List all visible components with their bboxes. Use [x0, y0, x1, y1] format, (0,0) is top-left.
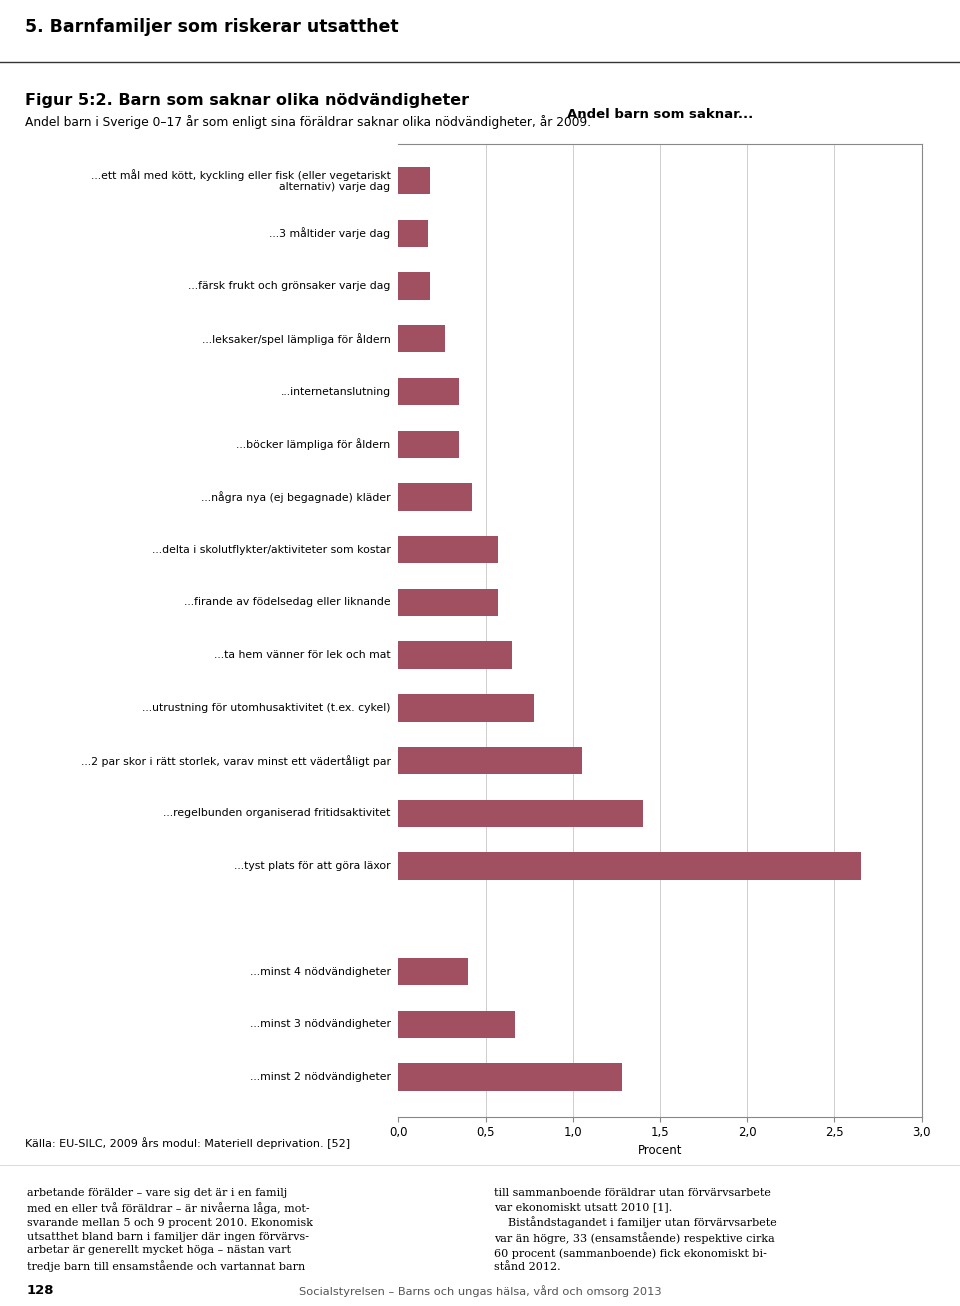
X-axis label: Procent: Procent	[637, 1144, 683, 1157]
Bar	[398, 1011, 516, 1038]
Text: Andel barn som saknar...: Andel barn som saknar...	[566, 108, 754, 121]
Text: ...utrustning för utomhusaktivitet (t.ex. cykel): ...utrustning för utomhusaktivitet (t.ex…	[142, 703, 391, 713]
Bar	[398, 589, 498, 616]
Text: 5. Barnfamiljer som riskerar utsatthet: 5. Barnfamiljer som riskerar utsatthet	[25, 18, 398, 37]
Text: ...ett mål med kött, kyckling eller fisk (eller vegetariskt
alternativ) varje da: ...ett mål med kött, kyckling eller fisk…	[91, 168, 391, 192]
Bar	[398, 535, 498, 563]
Text: ...böcker lämpliga för åldern: ...böcker lämpliga för åldern	[236, 439, 391, 451]
Text: ...delta i skolutflykter/aktiviteter som kostar: ...delta i skolutflykter/aktiviteter som…	[152, 545, 391, 555]
Text: ...internetanslutning: ...internetanslutning	[280, 387, 391, 397]
Text: arbetande förälder – vare sig det är i en familj
med en eller två föräldrar – är: arbetande förälder – vare sig det är i e…	[27, 1188, 313, 1272]
Bar	[398, 325, 445, 353]
Text: Andel barn i Sverige 0–17 år som enligt sina föräldrar saknar olika nödvändighet: Andel barn i Sverige 0–17 år som enligt …	[25, 115, 591, 128]
Text: ...firande av födelsedag eller liknande: ...firande av födelsedag eller liknande	[184, 597, 391, 607]
Text: ...några nya (ej begagnade) kläder: ...några nya (ej begagnade) kläder	[201, 491, 391, 503]
Bar	[398, 483, 471, 511]
Text: ...tyst plats för att göra läxor: ...tyst plats för att göra läxor	[234, 861, 391, 871]
Text: 128: 128	[27, 1284, 55, 1297]
Text: Källa: EU-SILC, 2009 års modul: Materiell deprivation. [52]: Källa: EU-SILC, 2009 års modul: Materiel…	[25, 1138, 350, 1149]
Bar	[398, 1063, 622, 1091]
Text: Socialstyrelsen – Barns och ungas hälsa, vård och omsorg 2013: Socialstyrelsen – Barns och ungas hälsa,…	[299, 1285, 661, 1297]
Text: ...minst 2 nödvändigheter: ...minst 2 nödvändigheter	[250, 1072, 391, 1083]
Text: till sammanboende föräldrar utan förvärvsarbete
var ekonomiskt utsatt 2010 [1].
: till sammanboende föräldrar utan förvärv…	[494, 1188, 778, 1272]
Text: ...3 måltider varje dag: ...3 måltider varje dag	[270, 227, 391, 239]
Bar	[398, 167, 430, 195]
Bar	[398, 799, 642, 827]
Bar	[398, 853, 860, 880]
Text: ...minst 4 nödvändigheter: ...minst 4 nödvändigheter	[250, 966, 391, 977]
Text: ...2 par skor i rätt storlek, varav minst ett vädertåligt par: ...2 par skor i rätt storlek, varav mins…	[81, 755, 391, 767]
Bar	[398, 273, 430, 300]
Bar	[398, 219, 428, 247]
Bar	[398, 377, 460, 405]
Text: ...minst 3 nödvändigheter: ...minst 3 nödvändigheter	[250, 1020, 391, 1029]
Bar	[398, 957, 468, 985]
Bar	[398, 641, 512, 669]
Bar	[398, 747, 582, 774]
Bar	[398, 695, 535, 722]
Text: ...ta hem vänner för lek och mat: ...ta hem vänner för lek och mat	[214, 650, 391, 661]
Text: Figur 5:2. Barn som saknar olika nödvändigheter: Figur 5:2. Barn som saknar olika nödvänd…	[25, 93, 469, 107]
Bar	[398, 431, 460, 458]
Text: ...regelbunden organiserad fritidsaktivitet: ...regelbunden organiserad fritidsaktivi…	[163, 808, 391, 819]
Text: ...färsk frukt och grönsaker varje dag: ...färsk frukt och grönsaker varje dag	[188, 281, 391, 291]
Text: ...leksaker/spel lämpliga för åldern: ...leksaker/spel lämpliga för åldern	[202, 333, 391, 345]
